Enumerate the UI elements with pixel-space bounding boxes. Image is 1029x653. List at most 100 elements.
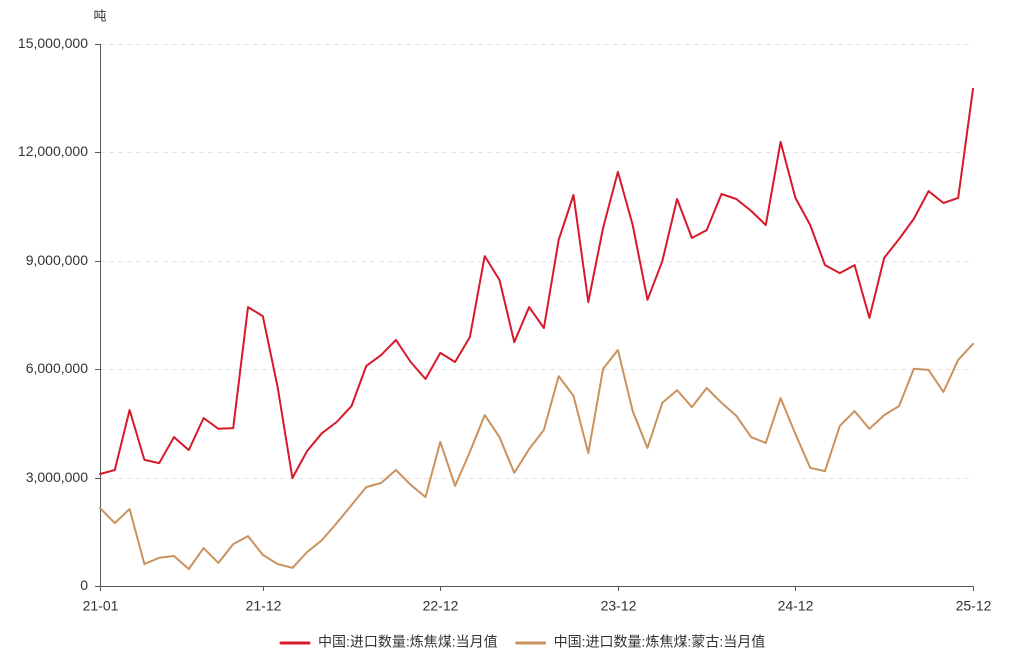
data-point	[674, 387, 680, 393]
data-point	[363, 363, 369, 369]
data-point	[571, 393, 577, 399]
data-point	[526, 446, 532, 452]
data-point	[792, 431, 798, 437]
data-point	[822, 468, 828, 474]
data-point	[926, 188, 932, 194]
data-point	[645, 445, 651, 451]
data-point	[245, 533, 251, 539]
data-point	[511, 470, 517, 476]
data-point	[497, 277, 503, 283]
y-tick-label: 3,000,000	[26, 469, 88, 485]
x-tick-label: 24-12	[778, 598, 814, 614]
legend-item-2[interactable]: 中国:进口数量:炼焦煤:蒙古:当月值	[515, 634, 766, 650]
data-point	[482, 253, 488, 259]
y-axis-unit-label: 吨	[93, 8, 106, 23]
data-point	[778, 395, 784, 401]
data-point	[112, 520, 118, 526]
data-point	[733, 196, 739, 202]
data-point	[171, 434, 177, 440]
data-point	[822, 262, 828, 268]
data-point	[393, 467, 399, 473]
data-point	[585, 450, 591, 456]
data-point	[719, 191, 725, 197]
data-point	[304, 448, 310, 454]
data-point	[955, 195, 961, 201]
data-point	[911, 366, 917, 372]
data-point	[571, 192, 577, 198]
data-point	[186, 447, 192, 453]
data-point	[378, 352, 384, 358]
data-point	[970, 341, 976, 347]
series-group	[97, 86, 976, 571]
data-point	[408, 482, 414, 488]
data-point	[127, 506, 133, 512]
data-point	[275, 384, 281, 390]
data-point	[630, 408, 636, 414]
y-axis: 0 3,000,000 6,000,000 9,000,000 12,000,000 15…	[18, 35, 101, 593]
data-point	[896, 403, 902, 409]
x-tick-label: 25-12	[956, 598, 992, 614]
data-point	[837, 270, 843, 276]
data-point	[452, 483, 458, 489]
y-tick-label: 0	[80, 577, 88, 593]
data-point	[526, 304, 532, 310]
data-point	[289, 565, 295, 571]
data-point	[378, 480, 384, 486]
data-point	[393, 337, 399, 343]
data-point	[482, 412, 488, 418]
x-tick-label: 21-12	[246, 598, 282, 614]
x-tick-label: 23-12	[601, 598, 637, 614]
data-point	[497, 434, 503, 440]
series-line-mongolia	[99, 342, 974, 570]
data-point	[704, 227, 710, 233]
data-point	[585, 299, 591, 305]
data-point	[881, 255, 887, 261]
data-point	[156, 555, 162, 561]
y-tick-label: 9,000,000	[26, 252, 88, 268]
data-point	[852, 408, 858, 414]
data-point	[423, 494, 429, 500]
y-tick-label: 12,000,000	[18, 143, 88, 159]
data-point	[778, 139, 784, 145]
data-point	[201, 545, 207, 551]
data-point	[970, 86, 976, 92]
data-point	[940, 389, 946, 395]
data-point	[304, 549, 310, 555]
data-point	[763, 222, 769, 228]
data-point	[748, 434, 754, 440]
data-point	[807, 465, 813, 471]
data-point	[674, 196, 680, 202]
data-point	[866, 315, 872, 321]
legend-item-1[interactable]: 中国:进口数量:炼焦煤:当月值	[279, 634, 498, 650]
legend: 中国:进口数量:炼焦煤:当月值 中国:进口数量:炼焦煤:蒙古:当月值	[279, 634, 766, 650]
data-point	[437, 350, 443, 356]
data-point	[704, 385, 710, 391]
data-point	[719, 400, 725, 406]
data-point	[926, 367, 932, 373]
data-point	[215, 560, 221, 566]
data-point	[467, 334, 473, 340]
data-point	[911, 216, 917, 222]
data-point	[600, 366, 606, 372]
data-point	[97, 471, 103, 477]
data-point	[837, 423, 843, 429]
data-point	[141, 457, 147, 463]
legend-label: 中国:进口数量:炼焦煤:当月值	[318, 634, 498, 650]
data-point	[437, 439, 443, 445]
data-point	[881, 412, 887, 418]
data-point	[408, 359, 414, 365]
legend-label: 中国:进口数量:炼焦煤:蒙古:当月值	[554, 634, 766, 650]
data-point	[615, 169, 621, 175]
data-point	[230, 541, 236, 547]
data-point	[659, 400, 665, 406]
data-point	[852, 262, 858, 268]
data-point	[423, 376, 429, 382]
data-point	[556, 373, 562, 379]
data-point	[541, 427, 547, 433]
data-point	[763, 440, 769, 446]
x-tick-label: 22-12	[423, 598, 459, 614]
data-point	[689, 404, 695, 410]
gridlines	[100, 44, 973, 479]
data-point	[511, 339, 517, 345]
